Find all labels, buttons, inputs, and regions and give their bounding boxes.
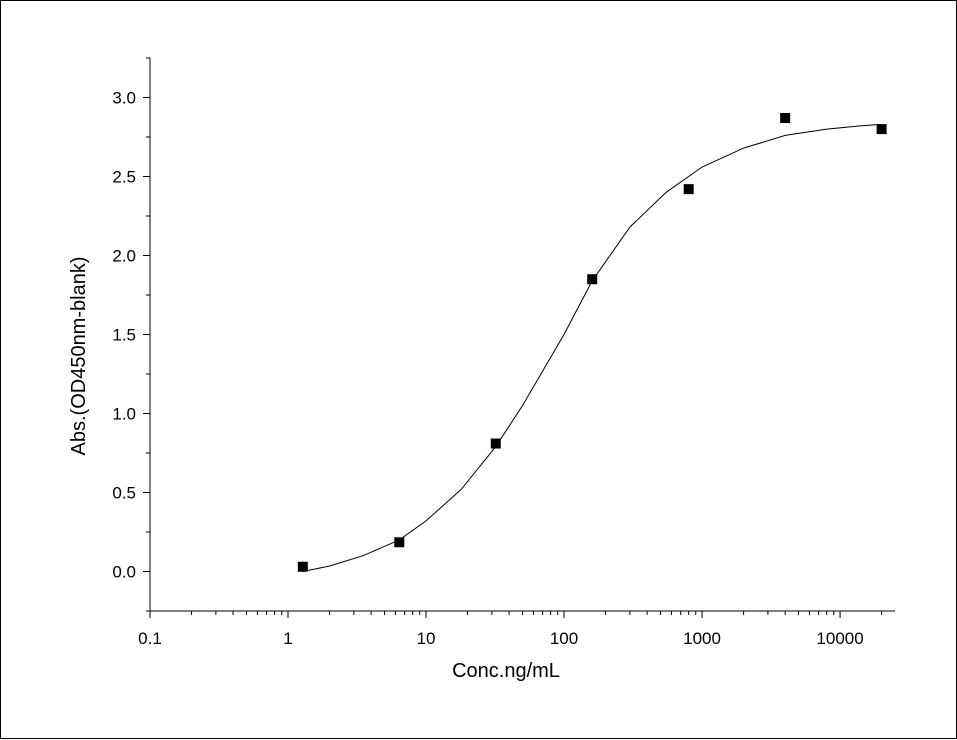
x-tick-label: 10 (417, 629, 436, 648)
x-tick-label: 1 (283, 629, 292, 648)
y-tick-label: 2.5 (112, 168, 136, 187)
y-tick-label: 1.0 (112, 405, 136, 424)
x-axis-ticks: 0.1 1 10 100 1000 10000 (138, 611, 883, 648)
x-tick-label: 1000 (683, 629, 721, 648)
y-axis-title: Abs.(OD450nm-blank) (68, 257, 90, 456)
x-tick-label: 0.1 (138, 629, 162, 648)
data-point (683, 184, 694, 195)
data-point (780, 113, 791, 124)
y-tick-label: 3.0 (112, 89, 136, 108)
x-tick-label: 10000 (816, 629, 863, 648)
y-axis-ticks: 0.0 0.5 1.0 1.5 2.0 2.5 3.0 (112, 57, 150, 612)
y-tick-label: 0.0 (112, 563, 136, 582)
y-tick-label: 2.0 (112, 247, 136, 266)
data-point (297, 561, 308, 572)
y-tick-label: 1.5 (112, 326, 136, 345)
data-point (490, 438, 501, 449)
fit-curve (302, 123, 882, 572)
data-point (587, 274, 598, 285)
plot-area (297, 113, 887, 572)
data-point (876, 124, 887, 135)
data-point (394, 537, 405, 548)
y-tick-label: 0.5 (112, 484, 136, 503)
x-tick-label: 100 (550, 629, 578, 648)
x-axis-title: Conc.ng/mL (452, 660, 560, 682)
